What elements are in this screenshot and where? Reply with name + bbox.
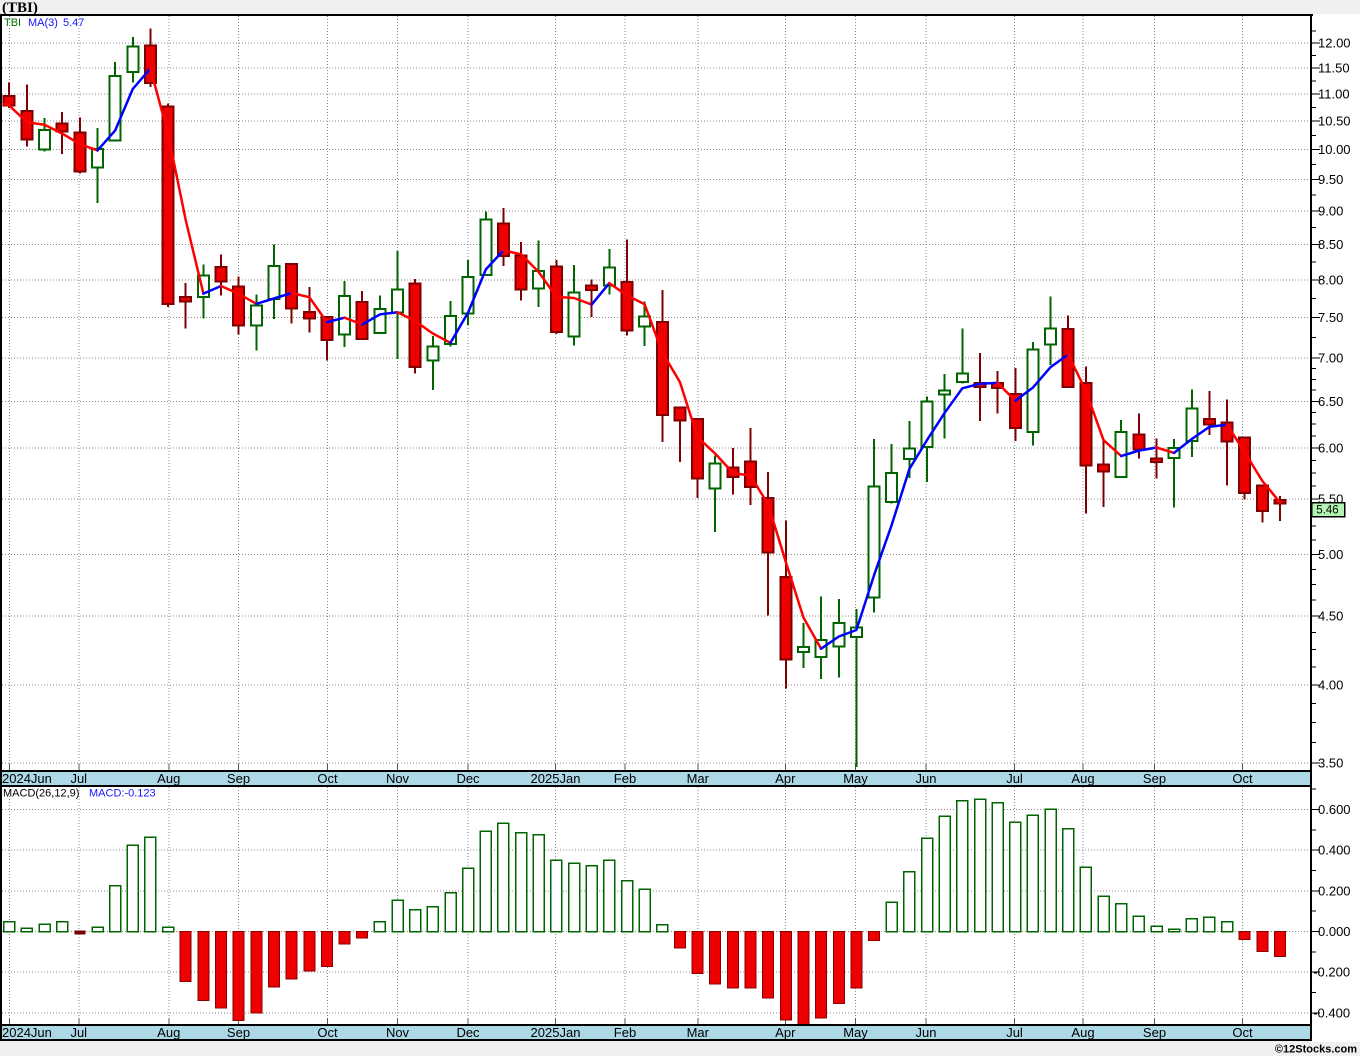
svg-text:0.200: 0.200 — [1318, 883, 1351, 898]
svg-text:Jul: Jul — [1006, 1025, 1023, 1040]
svg-text:Mar: Mar — [687, 1025, 710, 1040]
svg-text:Aug: Aug — [157, 771, 180, 786]
svg-text:MACD(26,12,9): MACD(26,12,9) — [3, 788, 79, 800]
svg-text:2025Jan: 2025Jan — [531, 771, 581, 786]
svg-text:2024Jun: 2024Jun — [2, 1025, 52, 1040]
svg-text:10.50: 10.50 — [1318, 114, 1351, 129]
svg-text:0.400: 0.400 — [1318, 843, 1351, 858]
svg-text:11.00: 11.00 — [1318, 87, 1350, 102]
svg-text:Apr: Apr — [775, 1025, 796, 1040]
svg-text:Aug: Aug — [1071, 771, 1094, 786]
svg-text:Feb: Feb — [614, 1025, 636, 1040]
svg-text:Jul: Jul — [70, 1025, 87, 1040]
svg-text:MACD:-0.123: MACD:-0.123 — [89, 788, 156, 800]
svg-text:-0.200: -0.200 — [1313, 965, 1350, 980]
svg-text:Oct: Oct — [317, 771, 338, 786]
svg-text:Mar: Mar — [687, 771, 710, 786]
svg-text:7.50: 7.50 — [1318, 310, 1343, 325]
svg-text:5.46: 5.46 — [1316, 505, 1338, 517]
svg-text:Oct: Oct — [317, 1025, 338, 1040]
svg-text:11.50: 11.50 — [1318, 61, 1350, 76]
svg-text:Dec: Dec — [456, 1025, 480, 1040]
svg-text:Sep: Sep — [1143, 771, 1166, 786]
svg-text:-0.400: -0.400 — [1313, 1005, 1350, 1020]
svg-text:9.00: 9.00 — [1318, 204, 1343, 219]
svg-text:2024Jun: 2024Jun — [2, 771, 52, 786]
svg-text:Sep: Sep — [1143, 1025, 1166, 1040]
svg-text:MA(3): MA(3) — [28, 17, 58, 29]
svg-text:5.47: 5.47 — [63, 17, 84, 29]
svg-text:Sep: Sep — [227, 771, 250, 786]
svg-text:Oct: Oct — [1232, 1025, 1253, 1040]
svg-text:6.50: 6.50 — [1318, 394, 1343, 409]
svg-text:Nov: Nov — [386, 771, 410, 786]
svg-text:May: May — [843, 771, 868, 786]
svg-text:Jun: Jun — [916, 1025, 937, 1040]
svg-text:3.50: 3.50 — [1318, 755, 1343, 770]
svg-text:Apr: Apr — [775, 771, 796, 786]
svg-text:Aug: Aug — [1071, 1025, 1094, 1040]
svg-text:2025Jan: 2025Jan — [531, 1025, 581, 1040]
svg-text:Aug: Aug — [157, 1025, 180, 1040]
svg-text:Nov: Nov — [386, 1025, 410, 1040]
svg-text:7.00: 7.00 — [1318, 351, 1343, 366]
svg-text:5.50: 5.50 — [1318, 491, 1343, 506]
svg-text:Feb: Feb — [614, 771, 636, 786]
svg-text:0.000: 0.000 — [1318, 924, 1351, 939]
svg-text:12.00: 12.00 — [1318, 36, 1351, 51]
svg-text:TBI: TBI — [4, 17, 21, 29]
svg-text:Sep: Sep — [227, 1025, 250, 1040]
svg-text:Jun: Jun — [916, 771, 937, 786]
svg-text:5.00: 5.00 — [1318, 547, 1343, 562]
svg-text:4.50: 4.50 — [1318, 609, 1343, 624]
svg-text:6.00: 6.00 — [1318, 441, 1343, 456]
svg-text:Jul: Jul — [70, 771, 87, 786]
svg-text:Oct: Oct — [1232, 771, 1253, 786]
svg-text:©12Stocks.com: ©12Stocks.com — [1275, 1044, 1357, 1056]
svg-text:Dec: Dec — [456, 771, 480, 786]
svg-text:May: May — [843, 1025, 868, 1040]
svg-text:8.50: 8.50 — [1318, 237, 1343, 252]
svg-text:(TBI): (TBI) — [2, 0, 38, 16]
svg-text:9.50: 9.50 — [1318, 172, 1343, 187]
svg-text:10.00: 10.00 — [1318, 142, 1351, 157]
svg-text:8.00: 8.00 — [1318, 273, 1343, 288]
svg-text:4.00: 4.00 — [1318, 677, 1343, 692]
svg-text:0.600: 0.600 — [1318, 802, 1351, 817]
svg-text:Jul: Jul — [1006, 771, 1023, 786]
